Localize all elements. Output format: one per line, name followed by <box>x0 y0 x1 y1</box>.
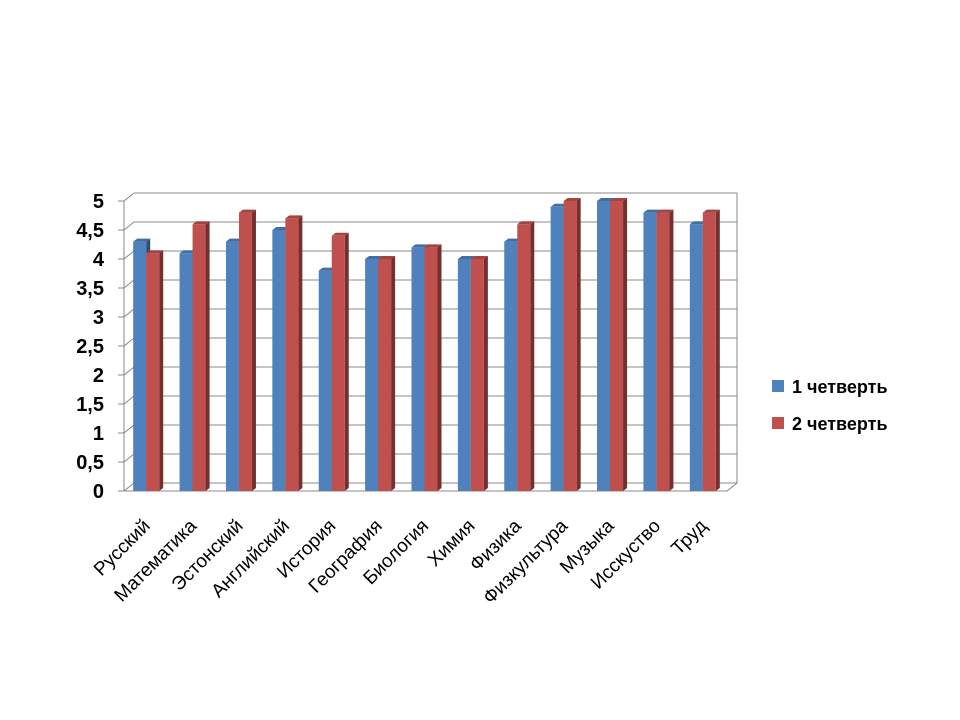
gridline-depth <box>123 424 135 434</box>
y-tick-label: 0 <box>93 481 104 503</box>
gridline-depth <box>123 395 135 405</box>
y-tick-label: 4,5 <box>76 220 104 242</box>
bar-2-6 <box>378 256 396 491</box>
gridline-depth <box>123 337 135 347</box>
gridline-depth <box>123 366 135 376</box>
bar-2-10 <box>563 198 581 491</box>
legend-label-series-2: 2 четверть <box>792 414 888 434</box>
legend-swatch-series-2 <box>772 417 784 429</box>
y-tick-label: 3 <box>93 307 104 329</box>
bar-2-11 <box>610 198 628 491</box>
y-tick-label: 1 <box>93 423 104 445</box>
bar-2-13 <box>702 209 720 491</box>
y-axis-ticks: 0 0,5 1 1,5 2 2,5 3 3,5 4 4,5 5 <box>76 191 105 503</box>
gridline-depth <box>123 250 135 260</box>
bar-layer <box>133 198 720 492</box>
gridline-depth <box>123 192 135 202</box>
y-tick-label: 4 <box>93 249 105 271</box>
bar-2-4 <box>285 215 303 491</box>
bar-2-8 <box>470 256 488 491</box>
gridline-depth <box>123 279 135 289</box>
y-tick-label: 3,5 <box>76 278 104 300</box>
legend-label-series-1: 1 четверть <box>792 377 888 397</box>
y-tick-label: 2 <box>93 365 104 387</box>
bar-2-7 <box>424 244 442 491</box>
x-tick-label: Труд <box>668 516 712 560</box>
bar-2-12 <box>656 209 674 491</box>
bar-2-3 <box>238 209 256 491</box>
gridline-depth <box>123 453 135 463</box>
y-tick-label: 1,5 <box>76 394 104 416</box>
y-tick-label: 2,5 <box>76 336 104 358</box>
y-tick-label: 0,5 <box>76 452 104 474</box>
gridline-depth <box>123 308 135 318</box>
legend-swatch-series-1 <box>772 380 784 392</box>
bar-2-5 <box>331 232 349 492</box>
x-axis-ticks: РусскийМатематикаЭстонскийАнглийскийИсто… <box>90 515 711 608</box>
gridline-depth <box>123 221 135 231</box>
legend: 1 четверть 2 четверть <box>772 377 888 434</box>
bar-2-2 <box>192 221 210 491</box>
bar-2-9 <box>517 221 535 491</box>
bar-2-1 <box>146 250 164 491</box>
y-tick-label: 5 <box>93 191 104 213</box>
